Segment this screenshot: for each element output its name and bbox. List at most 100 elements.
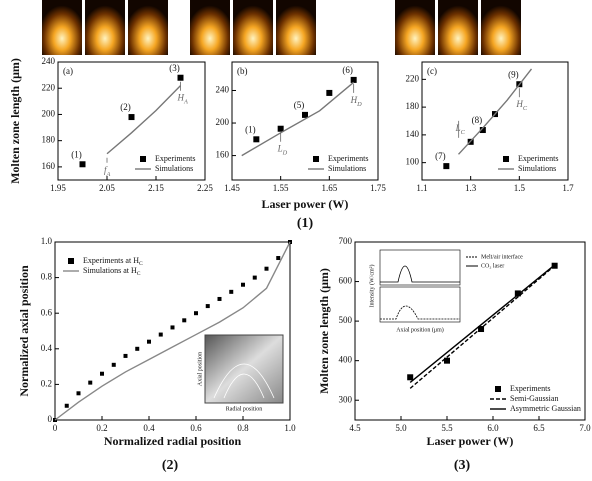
inset-legend-label: Melt/air interface bbox=[481, 253, 523, 260]
point-label: (3) bbox=[169, 63, 180, 73]
inset-frame bbox=[380, 287, 460, 322]
y-tick-label: 400 bbox=[339, 355, 353, 365]
data-point bbox=[194, 311, 198, 315]
legend-label: Experiments bbox=[328, 154, 368, 163]
inset-y-label: Intensity (W/cm²) bbox=[368, 265, 375, 308]
x-tick-label: 1.5 bbox=[514, 183, 526, 193]
legend-label-sub: C bbox=[139, 261, 143, 267]
inset-legend-label: CO₂ laser bbox=[481, 263, 504, 269]
data-point bbox=[182, 318, 186, 322]
figure-label: (3) bbox=[454, 458, 471, 473]
data-point bbox=[112, 363, 116, 367]
data-point bbox=[129, 114, 135, 120]
x-tick-label: 2.15 bbox=[148, 183, 164, 193]
y-tick-label: 180 bbox=[42, 135, 56, 145]
data-point bbox=[100, 372, 104, 376]
legend-label: Asymmetric Gaussian bbox=[510, 404, 581, 413]
y-tick-label: 500 bbox=[339, 315, 353, 325]
data-point bbox=[147, 340, 151, 344]
y-tick-label: 180 bbox=[406, 101, 420, 111]
x-tick-label: 6.0 bbox=[487, 423, 499, 433]
x-tick-label: 6.5 bbox=[533, 423, 545, 433]
x-tick-label: 1.7 bbox=[562, 183, 574, 193]
annotation: HD bbox=[350, 95, 363, 108]
legend-symbol bbox=[495, 386, 501, 392]
y-tick-label: 600 bbox=[339, 276, 353, 286]
annotation-sub: C bbox=[461, 129, 466, 136]
x-tick-label: 1.1 bbox=[416, 183, 427, 193]
legend-label: Simulations at HC bbox=[83, 266, 141, 277]
point-label: (5) bbox=[294, 100, 305, 110]
annotation-sub: C bbox=[523, 105, 528, 112]
data-point bbox=[178, 75, 184, 81]
y-tick-label: 1.0 bbox=[41, 236, 53, 246]
y-tick-label: 200 bbox=[216, 117, 230, 127]
y-tick-label: 160 bbox=[216, 150, 230, 160]
x-tick-label: 0.2 bbox=[96, 423, 107, 433]
point-label: (1) bbox=[245, 124, 256, 134]
y-tick-label: 0.6 bbox=[41, 307, 53, 317]
y-tick-label: 140 bbox=[406, 129, 420, 139]
data-point bbox=[241, 283, 245, 287]
annotation-sub: A bbox=[183, 99, 188, 106]
legend-label-sub: C bbox=[137, 271, 141, 277]
legend-symbol bbox=[68, 258, 74, 264]
data-point bbox=[253, 136, 259, 142]
data-point bbox=[276, 256, 280, 260]
y-tick-label: 300 bbox=[339, 394, 353, 404]
data-point bbox=[65, 404, 69, 408]
annotation: HC bbox=[515, 99, 528, 112]
point-label: (2) bbox=[120, 102, 131, 112]
y-tick-label: 700 bbox=[339, 236, 353, 246]
data-point bbox=[326, 90, 332, 96]
data-point bbox=[443, 163, 449, 169]
x-tick-label: 1.3 bbox=[465, 183, 477, 193]
data-point bbox=[407, 374, 413, 380]
x-tick-label: 4.5 bbox=[349, 423, 361, 433]
x-axis-label: Normalized radial position bbox=[104, 434, 242, 448]
inset-x-label: Axial position (μm) bbox=[396, 326, 444, 333]
figure-label: (2) bbox=[162, 458, 179, 473]
annotation-sub: A bbox=[106, 171, 111, 178]
data-point bbox=[265, 267, 269, 271]
y-tick-label: 200 bbox=[42, 109, 56, 119]
legend-symbol bbox=[140, 156, 146, 162]
y-axis-label: Molten zone length (μm) bbox=[8, 58, 22, 184]
x-tick-label: 1.0 bbox=[284, 423, 296, 433]
x-tick-label: 5.0 bbox=[395, 423, 407, 433]
legend-label: Simulations bbox=[155, 164, 193, 173]
point-label: (6) bbox=[342, 65, 353, 75]
data-point bbox=[135, 347, 139, 351]
legend-label: Experiments bbox=[155, 154, 195, 163]
inset-y-label: Axial position bbox=[197, 352, 203, 386]
y-tick-label: 240 bbox=[216, 85, 230, 95]
inset: Axial position (μm) Intensity (W/cm²) Melt… bbox=[368, 250, 523, 333]
annotation-sub: D bbox=[356, 101, 362, 108]
x-tick-label: 1.65 bbox=[321, 183, 337, 193]
legend-label: Simulations bbox=[328, 164, 366, 173]
data-point bbox=[229, 290, 233, 294]
x-tick-label: 0.8 bbox=[237, 423, 249, 433]
panel-label: (b) bbox=[237, 66, 248, 76]
data-point bbox=[302, 112, 308, 118]
x-tick-label: 0 bbox=[53, 423, 58, 433]
series-line bbox=[242, 82, 354, 155]
legend-label: Experiments bbox=[510, 384, 550, 393]
legend-label-main: Simulations at H bbox=[83, 266, 137, 275]
figure: (1) (2) (3) 1.952.052.152.25160180200220… bbox=[0, 0, 592, 481]
y-tick-label: 0.4 bbox=[41, 343, 53, 353]
legend-symbol bbox=[313, 156, 319, 162]
y-axis-label: Normalized axial position bbox=[17, 265, 31, 397]
x-tick-label: 7.0 bbox=[579, 423, 591, 433]
y-tick-label: 160 bbox=[42, 161, 56, 171]
legend-symbol bbox=[503, 156, 509, 162]
annotation-sub: D bbox=[282, 150, 288, 157]
y-tick-label: 100 bbox=[406, 157, 420, 167]
x-tick-label: 5.5 bbox=[441, 423, 453, 433]
data-point bbox=[206, 304, 210, 308]
data-point bbox=[80, 161, 86, 167]
data-point bbox=[218, 297, 222, 301]
x-tick-label: 0.4 bbox=[143, 423, 155, 433]
thumbnails bbox=[42, 0, 521, 55]
inset-frame bbox=[380, 250, 460, 285]
